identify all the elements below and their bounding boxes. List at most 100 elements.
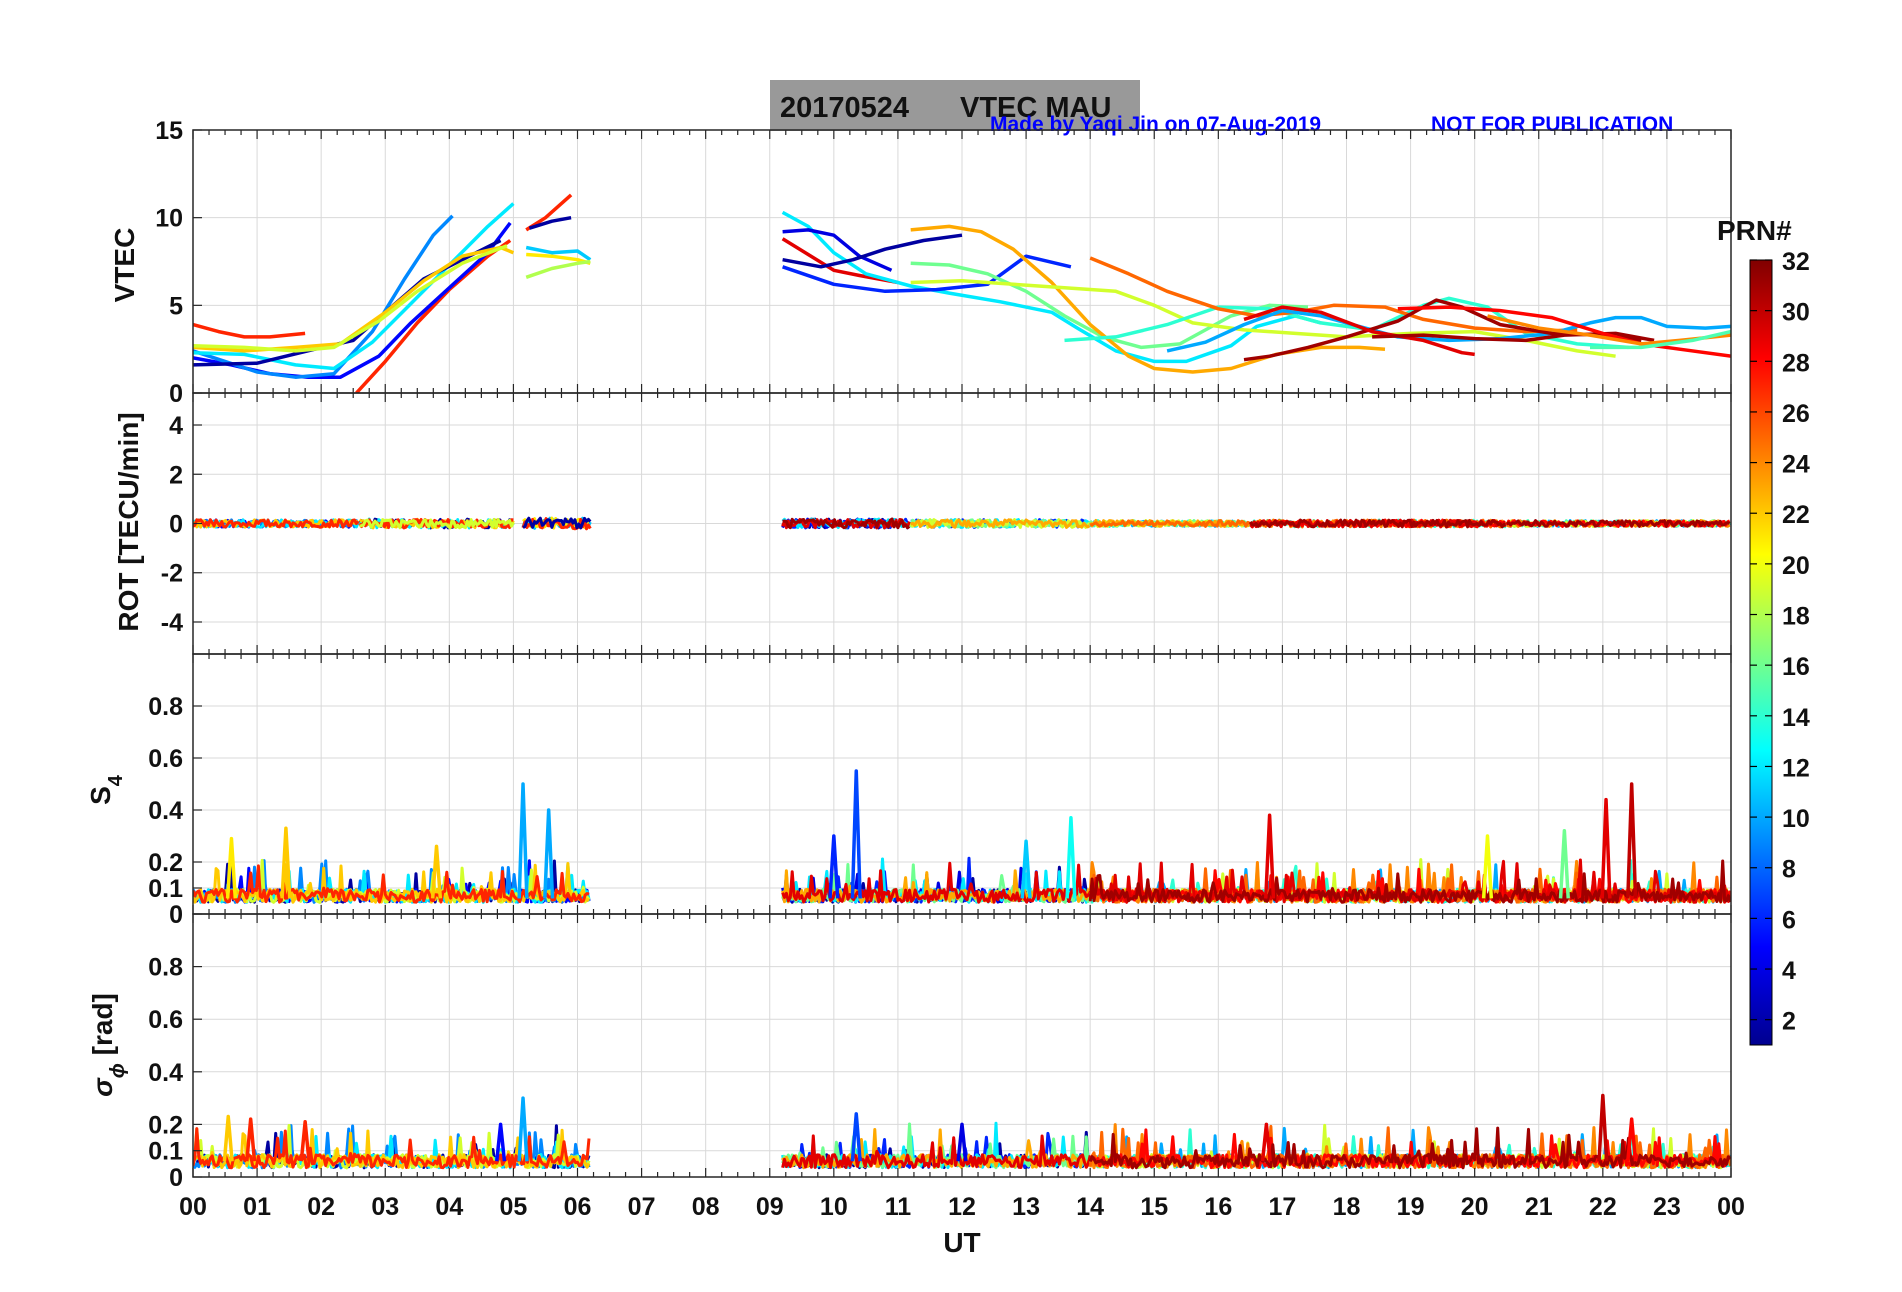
colorbar-title: PRN# — [1717, 215, 1792, 246]
x-tick-label: 23 — [1653, 1193, 1681, 1221]
vtec-y-tick-label: 5 — [169, 292, 183, 320]
x-tick-label: 17 — [1269, 1193, 1297, 1221]
s4-spike-prn-29 — [1600, 797, 1612, 899]
x-tick-label: 05 — [500, 1193, 528, 1221]
colorbar-tick-label: 24 — [1782, 451, 1810, 479]
vtec-trace-prn-31 — [1372, 331, 1655, 343]
colorbar-tick-label: 10 — [1782, 805, 1810, 833]
s4-spike-prn-21 — [225, 836, 238, 899]
s4-ylabel-text: S4 — [85, 774, 127, 805]
notice-text: NOT FOR PUBLICATION — [1431, 113, 1673, 136]
vtec-trace-prn-12 — [193, 202, 515, 371]
s4-y-tick-label: 0 — [169, 901, 183, 929]
x-tick-label: 07 — [628, 1193, 656, 1221]
s4-spike-prn-22 — [430, 844, 443, 899]
x-tick-label: 00 — [1717, 1193, 1745, 1221]
s4-y-tick-label: 0.2 — [148, 849, 183, 877]
sigma-spike-prn-27 — [299, 1120, 311, 1162]
vtec-trace-prn-12 — [781, 210, 1322, 364]
rot-trace-prn-19 — [359, 517, 515, 530]
vtec-trace-prn-28 — [1397, 305, 1731, 358]
vtec-y-tick-label: 10 — [155, 205, 183, 233]
vtec-trace-prn-29 — [1243, 305, 1475, 357]
s4-spike-prn-10 — [517, 782, 529, 899]
sigma-trace-prn-23 — [781, 1128, 1092, 1170]
sigma-spike-prn-28 — [1626, 1117, 1638, 1162]
vtec-lines — [193, 193, 1731, 393]
rot-lines — [193, 516, 1731, 531]
s4-y-tick-label: 0.4 — [148, 797, 183, 825]
colorbar-tick-label: 22 — [1782, 501, 1810, 529]
sigma-spike-prn-7 — [850, 1112, 862, 1162]
vtec-trace-prn-19 — [193, 244, 508, 353]
vtec-trace-prn-4 — [782, 228, 893, 272]
x-tick-label: 00 — [179, 1193, 207, 1221]
x-tick-label: 08 — [692, 1193, 720, 1221]
credit-text: Made by Yaqi Jin on 07-Aug-2019 — [990, 113, 1321, 136]
vtec-ylabel: VTEC — [109, 228, 140, 303]
colorbar-tick-label: 12 — [1782, 754, 1810, 782]
sigma-y-tick-label: 0.1 — [148, 1138, 183, 1166]
panels: 051015-4-202400.10.20.40.60.800.10.20.40… — [148, 117, 1745, 1221]
s4-spike-prn-6 — [828, 834, 840, 899]
x-tick-label: 02 — [307, 1193, 335, 1221]
x-tick-label: 13 — [1012, 1193, 1040, 1221]
s4-trace-prn-27 — [193, 864, 590, 904]
vtec-trace-prn-2 — [782, 233, 963, 269]
s4-spike-prn-11 — [1020, 839, 1032, 899]
colorbar-tick-label: 28 — [1782, 349, 1810, 377]
x-tick-label: 19 — [1397, 1193, 1425, 1221]
rot-trace-prn-31 — [1506, 519, 1731, 528]
rot-trace-prn-27 — [193, 518, 360, 529]
colorbar-tick-label: 32 — [1782, 248, 1810, 276]
sigma-y-tick-label: 0 — [169, 1164, 183, 1192]
x-tick-label: 11 — [885, 1193, 912, 1221]
s4-y-tick-label: 0.1 — [148, 875, 183, 903]
vtec-trace-prn-23 — [910, 224, 1386, 374]
sigma-spike-prn-4 — [956, 1122, 968, 1162]
sigma-x-ticks — [192, 914, 1732, 1177]
s4-spike-prn-10 — [543, 808, 555, 899]
s4-y-tick-label: 0.6 — [148, 745, 183, 773]
sigma-spike-prn-5 — [495, 1122, 507, 1162]
sigma-spike-prn-27 — [245, 1117, 257, 1162]
rot-y-tick-label: 4 — [169, 412, 183, 440]
sigma-spike-prn-29 — [1260, 1122, 1272, 1162]
x-tick-labels: 00 01 02 03 04 05 06 07 08 09 10 11 12 13 14 15 16 17 18 19… — [179, 1193, 1745, 1221]
sigma-trace-prn-29 — [781, 1134, 1092, 1170]
x-axis-label: UT — [943, 1227, 980, 1258]
sigma-y-tick-label: 0.6 — [148, 1006, 183, 1034]
s4-spike-prn-16 — [1558, 829, 1570, 899]
s4-trace-prn-29 — [781, 861, 1092, 904]
x-tick-label: 12 — [948, 1193, 976, 1221]
sigma-spike-prn-30 — [1597, 1093, 1609, 1162]
sigma-y-tick-label: 0.2 — [148, 1111, 183, 1139]
vtec-trace-prn-6 — [782, 254, 1072, 294]
s4-spike-prn-29 — [1264, 813, 1276, 899]
vtec-trace-prn-27 — [193, 322, 306, 339]
rot-y-tick-label: 0 — [169, 511, 183, 539]
s4-spike-prn-30 — [1626, 782, 1638, 899]
x-tick-label: 20 — [1461, 1193, 1489, 1221]
sigma-ylabel: σϕ [rad] — [87, 993, 129, 1097]
colorbar-tick-label: 26 — [1782, 400, 1810, 428]
sigma-trace-prn-27 — [193, 1127, 591, 1170]
rot-trace-prn-31 — [1249, 518, 1507, 529]
colorbar-tick-label: 20 — [1782, 552, 1810, 580]
s4-spike-prn-13 — [1065, 816, 1077, 899]
vtec-trace-prn-15 — [1590, 329, 1731, 350]
s4-y-tick-label: 0.8 — [148, 693, 183, 721]
s4-spike-prn-7 — [850, 769, 862, 899]
x-tick-label: 09 — [756, 1193, 784, 1221]
rot-trace-prn-31 — [782, 517, 911, 530]
colorbar-tick-label: 8 — [1782, 856, 1796, 884]
x-tick-label: 01 — [243, 1193, 271, 1221]
s4-x-ticks — [192, 654, 1732, 914]
s4-spike-prn-22 — [280, 826, 292, 899]
rot-y-tick-label: -2 — [161, 560, 183, 588]
vtec-x-ticks — [192, 130, 1732, 393]
rot-panel: -4 -2 0 2 4 — [161, 392, 1732, 655]
